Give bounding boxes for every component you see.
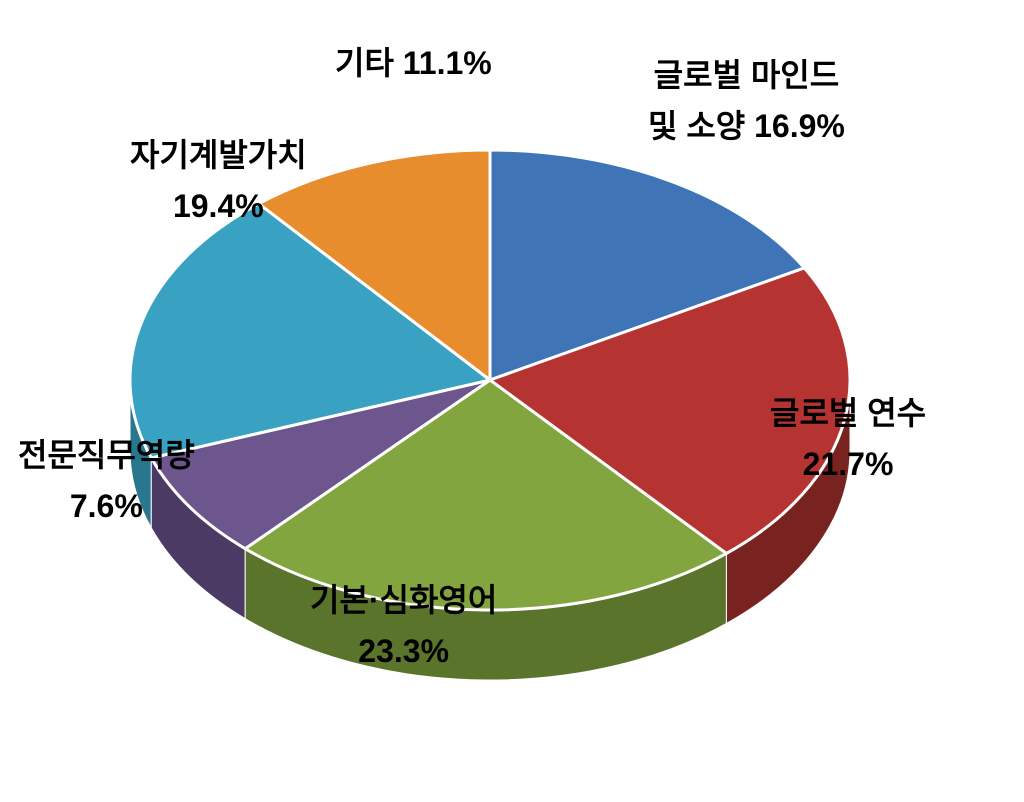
label-self-development-value: 자기계발가치 19.4% — [130, 130, 307, 232]
label-basic-advanced-english: 기본·심화영어 23.3% — [310, 575, 497, 677]
label-global-mind-line1: 글로벌 마인드 — [654, 57, 840, 93]
label-global-mind: 글로벌 마인드및 소양 16.9% — [648, 50, 845, 152]
label-self-development-value-line1: 자기계발가치 — [130, 137, 307, 173]
label-global-training-line2: 21.7% — [803, 446, 894, 482]
label-professional-competency: 전문직무역량 7.6% — [18, 430, 195, 532]
label-self-development-value-line2: 19.4% — [173, 188, 264, 224]
label-other-line1: 기타 11.1% — [335, 45, 492, 81]
label-global-mind-line2: 및 소양 16.9% — [648, 108, 845, 144]
label-basic-advanced-english-line1: 기본·심화영어 — [310, 582, 497, 618]
label-global-training: 글로벌 연수 21.7% — [770, 388, 926, 490]
label-global-training-line1: 글로벌 연수 — [770, 395, 926, 431]
label-basic-advanced-english-line2: 23.3% — [358, 633, 449, 669]
pie-chart-3d: 글로벌 마인드및 소양 16.9% 글로벌 연수 21.7% 기본·심화영어 23.3%… — [0, 0, 1024, 802]
label-professional-competency-line1: 전문직무역량 — [18, 437, 195, 473]
label-other: 기타 11.1% — [335, 38, 492, 89]
label-professional-competency-line2: 7.6% — [70, 488, 143, 524]
